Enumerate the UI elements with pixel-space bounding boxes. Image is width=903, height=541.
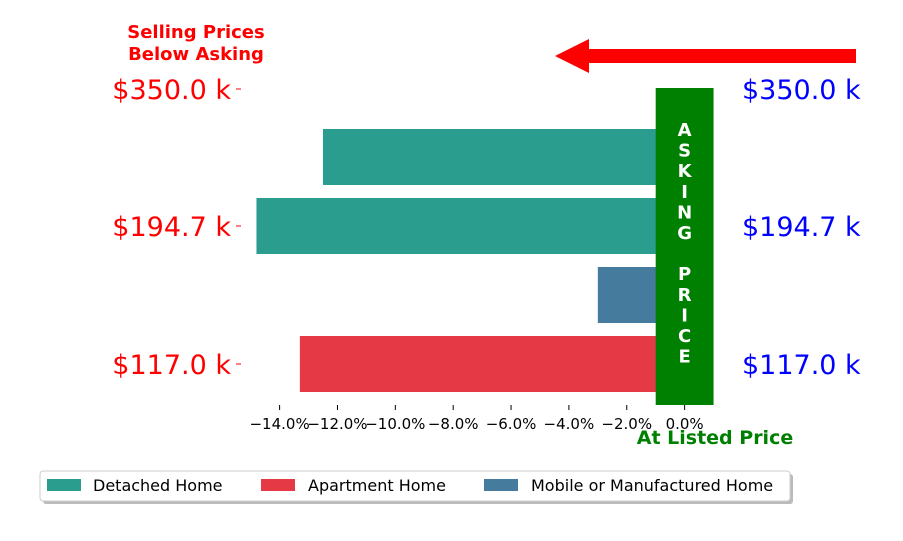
x-tick-label: −2.0%	[601, 415, 652, 433]
x-axis: −14.0%−12.0%−10.0% −8.0% −6.0% −4.0% −2.0% 0.…	[249, 405, 704, 433]
x-tick-label: −4.0%	[544, 415, 595, 433]
x-tick-label: −12.0%	[307, 415, 367, 433]
asking-letter: I	[681, 182, 688, 203]
bar-detached-home-3	[323, 129, 685, 185]
asking-letter: E	[678, 347, 690, 368]
asking-letter: C	[678, 326, 691, 347]
asking-letter: R	[678, 285, 692, 306]
asking-letter: K	[678, 161, 693, 182]
price-label-right: $350.0 k	[742, 75, 861, 106]
annotation-at-listed-price: At Listed Price	[637, 427, 793, 449]
legend: Detached Home Apartment Home Mobile or Man…	[39, 470, 793, 504]
legend-box	[39, 470, 791, 502]
price-labels: $117.0 k $117.0 k $194.7 k $194.7 k $350.0 k…	[112, 75, 861, 381]
annotation-selling-prices: Selling Prices	[127, 22, 264, 43]
asking-letter: I	[681, 305, 688, 326]
left-arrow-icon	[555, 39, 856, 73]
x-tick-label: −6.0%	[486, 415, 537, 433]
price-label-right: $194.7 k	[742, 212, 861, 243]
price-label-left: $350.0 k	[112, 75, 231, 106]
bars-layer	[256, 129, 685, 392]
x-tick-label: −14.0%	[249, 415, 309, 433]
asking-letter: P	[678, 264, 691, 285]
price-label-right: $117.0 k	[742, 350, 861, 381]
asking-letter: S	[678, 141, 691, 162]
legend-swatch	[47, 479, 81, 491]
asking-price-band	[655, 88, 714, 405]
legend-swatch	[484, 479, 518, 491]
legend-swatch	[261, 479, 295, 491]
price-label-left: $194.7 k	[112, 212, 231, 243]
legend-label: Detached Home	[93, 476, 223, 495]
x-tick-label: 0.0%	[666, 415, 704, 433]
price-label-left: $117.0 k	[112, 350, 231, 381]
asking-letter: G	[677, 223, 692, 244]
x-tick-label: −10.0%	[365, 415, 425, 433]
asking-letter: N	[677, 202, 692, 223]
x-tick-label: −8.0%	[428, 415, 479, 433]
legend-label: Mobile or Manufactured Home	[531, 476, 773, 495]
bar-apartment-home-0	[299, 336, 685, 392]
annotation-below-asking: Below Asking	[128, 44, 264, 65]
asking-letter: A	[678, 120, 692, 141]
legend-label: Apartment Home	[308, 476, 446, 495]
bar-detached-home-2	[256, 198, 685, 254]
legend-items: Detached Home Apartment Home Mobile or Man…	[47, 476, 773, 495]
